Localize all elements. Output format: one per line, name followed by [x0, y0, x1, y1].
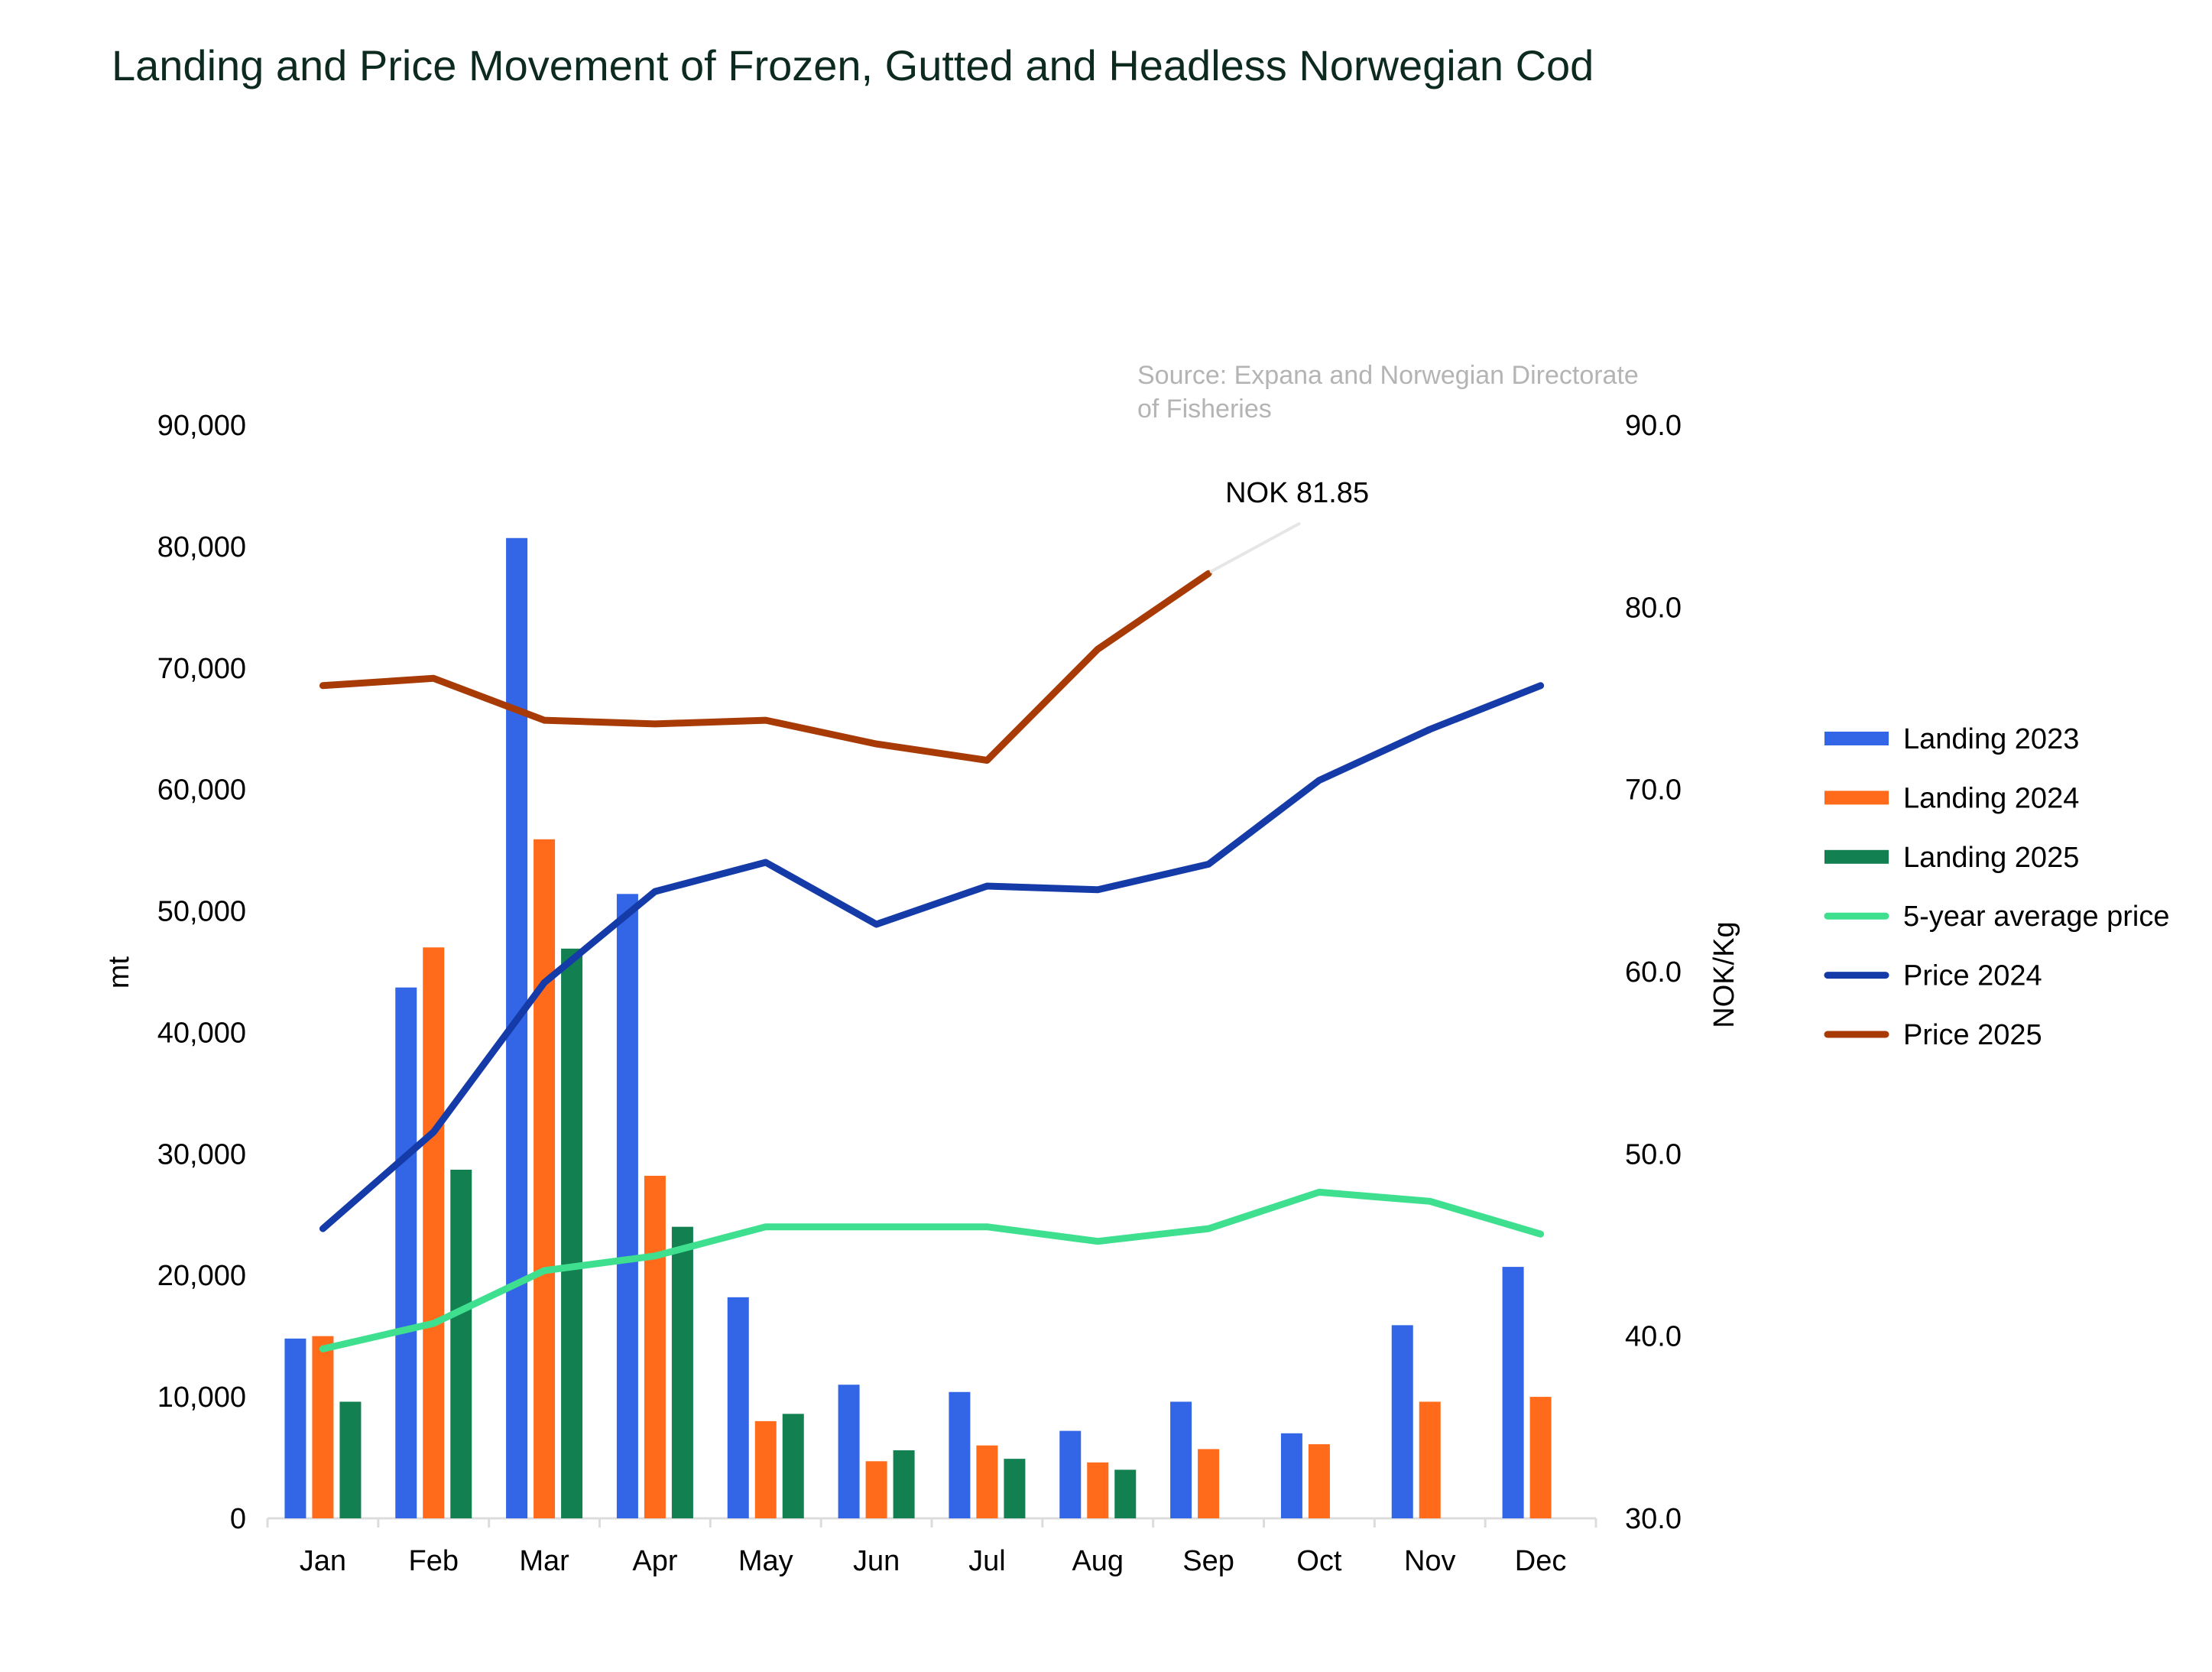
legend-label: 5-year average price	[1903, 901, 2170, 933]
annotation-leader	[1209, 521, 1302, 573]
bar-landing-2023	[1170, 1401, 1192, 1518]
bar-landing-2025	[339, 1401, 362, 1518]
x-tick-label: Feb	[409, 1545, 459, 1577]
bar-landing-2025	[893, 1450, 915, 1518]
bar-landing-2024	[1419, 1401, 1441, 1518]
right-tick-label: 80.0	[1625, 592, 1682, 624]
bar-landing-2025	[782, 1414, 804, 1518]
bar-landing-2025	[1114, 1469, 1137, 1518]
x-tick-label: Oct	[1296, 1545, 1342, 1577]
left-tick-label: 0	[230, 1503, 246, 1535]
right-tick-label: 90.0	[1625, 410, 1682, 442]
legend-swatch	[1824, 791, 1889, 805]
bar-landing-2023	[727, 1297, 749, 1518]
source-line-2: of Fisheries	[1137, 394, 1272, 424]
bar-landing-2023	[1280, 1433, 1302, 1518]
chart-title: Landing and Price Movement of Frozen, Gu…	[112, 41, 1594, 89]
left-tick-label: 70,000	[157, 653, 246, 685]
bar-landing-2023	[616, 894, 638, 1518]
right-tick-label: 60.0	[1625, 956, 1682, 989]
x-tick-label: Dec	[1515, 1545, 1567, 1577]
x-tick-label: Sep	[1182, 1545, 1234, 1577]
x-tick-label: Nov	[1404, 1545, 1456, 1577]
annotation: NOK 81.85	[1209, 477, 1369, 573]
right-axis-label: NOK/Kg	[1708, 921, 1740, 1028]
x-tick-label: Mar	[519, 1545, 569, 1577]
left-axis-label: mt	[103, 956, 135, 989]
price-lines	[319, 570, 1545, 1352]
source-line-1: Source: Expana and Norwegian Directorate	[1137, 361, 1639, 390]
right-tick-label: 40.0	[1625, 1321, 1682, 1353]
bar-landing-2023	[1059, 1430, 1082, 1518]
x-tick-label: May	[738, 1545, 793, 1577]
bar-landing-2024	[1529, 1397, 1552, 1518]
bar-landing-2023	[1391, 1325, 1413, 1518]
left-tick-label: 60,000	[157, 774, 246, 807]
right-tick-label: 50.0	[1625, 1138, 1682, 1170]
bar-landing-2024	[423, 947, 445, 1518]
line-5-year-average-price	[319, 1188, 1545, 1352]
bar-landing-2023	[949, 1391, 971, 1518]
right-tick-label: 70.0	[1625, 774, 1682, 807]
bar-landing-2023	[284, 1338, 307, 1518]
annotation-label: NOK 81.85	[1225, 477, 1369, 509]
bar-landing-2024	[1087, 1462, 1109, 1518]
x-tick-label: Jun	[853, 1545, 900, 1577]
bar-landing-2024	[865, 1461, 887, 1518]
x-tick-label: Jul	[968, 1545, 1006, 1577]
left-tick-label: 30,000	[157, 1138, 246, 1170]
bar-landing-2025	[1004, 1459, 1026, 1518]
left-tick-label: 90,000	[157, 410, 246, 442]
bar-landing-2024	[1198, 1449, 1220, 1518]
bar-landing-2024	[976, 1445, 998, 1518]
bar-landing-2025	[561, 948, 583, 1518]
x-tick-label: Aug	[1072, 1545, 1124, 1577]
bar-landing-2024	[312, 1336, 334, 1518]
x-tick-label: Jan	[300, 1545, 346, 1577]
left-tick-label: 10,000	[157, 1381, 246, 1414]
right-tick-label: 30.0	[1625, 1503, 1682, 1535]
x-axis-ticks	[266, 1518, 1597, 1528]
line-price-2024	[319, 682, 1545, 1232]
bars	[284, 537, 1552, 1519]
bar-landing-2023	[838, 1385, 860, 1518]
source-note: Source: Expana and Norwegian Directorate…	[1137, 361, 1639, 424]
left-tick-label: 40,000	[157, 1017, 246, 1049]
left-tick-label: 20,000	[157, 1260, 246, 1292]
left-axis-ticks: 0 10,000 20,000 30,000 40,000 50,000 60,000 70,…	[157, 410, 246, 1535]
x-axis-labels: Jan Feb Mar Apr May Jun Jul Aug Sep Oct Nov Dec	[300, 1545, 1567, 1577]
legend-label: Price 2024	[1903, 960, 2042, 992]
bar-landing-2024	[644, 1175, 666, 1518]
legend-label: Landing 2024	[1903, 782, 2079, 814]
bar-landing-2023	[1502, 1267, 1524, 1518]
bar-landing-2024	[1308, 1444, 1330, 1518]
legend-label: Landing 2023	[1903, 723, 2079, 755]
bar-landing-2025	[450, 1169, 472, 1518]
legend-swatch	[1824, 849, 1889, 864]
legend: Landing 2023 Landing 2024 Landing 2025 5-ye…	[1824, 723, 2170, 1051]
bar-landing-2023	[395, 987, 417, 1518]
line-price-2025	[319, 570, 1212, 764]
legend-label: Landing 2025	[1903, 842, 2079, 874]
x-tick-label: Apr	[632, 1545, 677, 1577]
left-tick-label: 50,000	[157, 896, 246, 928]
bar-landing-2025	[671, 1226, 693, 1518]
bar-landing-2024	[534, 839, 556, 1518]
legend-swatch	[1824, 732, 1889, 745]
right-axis-ticks: 30.0 40.0 50.0 60.0 70.0 80.0 90.0	[1625, 410, 1682, 1535]
legend-label: Price 2025	[1903, 1019, 2042, 1051]
bar-landing-2024	[754, 1420, 777, 1518]
left-tick-label: 80,000	[157, 531, 246, 563]
